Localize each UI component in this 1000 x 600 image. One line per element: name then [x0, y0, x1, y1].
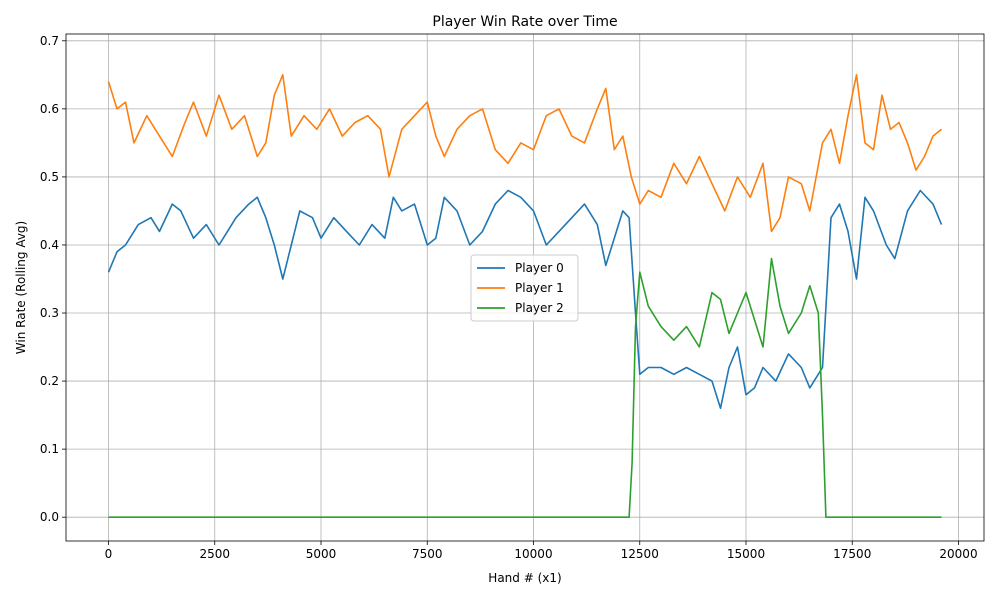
chart-title: Player Win Rate over Time — [432, 14, 617, 30]
series-line-player-1 — [107, 74, 942, 233]
series-line-player-0 — [107, 189, 943, 410]
x-tick-label: 17500 — [833, 547, 871, 561]
y-tick-label: 0.3 — [40, 306, 59, 320]
x-axis-label: Hand # (x1) — [488, 571, 561, 585]
x-tick-label: 15000 — [727, 547, 765, 561]
y-tick-label: 0.5 — [40, 170, 59, 184]
legend-label: Player 0 — [515, 261, 564, 275]
y-axis-ticks: 0.0 0.1 0.2 0.3 0.4 0.5 0.6 0.7 — [40, 34, 66, 524]
y-tick-label: 0.6 — [40, 102, 59, 116]
plot-frame — [65, 33, 985, 542]
series-line-player-2 — [108, 257, 942, 518]
x-tick-label: 0 — [105, 547, 113, 561]
legend-label: Player 2 — [515, 301, 564, 315]
x-axis-ticks: 0 2500 5000 7500 10000 12500 15000 17500 20000 — [105, 541, 978, 561]
legend-box — [470, 254, 579, 322]
x-tick-label: 2500 — [199, 547, 230, 561]
y-tick-label: 0.1 — [40, 442, 59, 456]
series-layer — [107, 74, 943, 518]
x-tick-label: 20000 — [939, 547, 977, 561]
y-tick-label: 0.7 — [40, 34, 59, 48]
x-tick-label: 12500 — [621, 547, 659, 561]
y-axis-label: Win Rate (Rolling Avg) — [14, 221, 28, 354]
legend-label: Player 1 — [515, 281, 564, 295]
y-tick-label: 0.2 — [40, 374, 59, 388]
x-tick-label: 5000 — [306, 547, 337, 561]
y-tick-label: 0.4 — [40, 238, 59, 252]
x-tick-label: 7500 — [412, 547, 443, 561]
y-tick-label: 0.0 — [40, 510, 59, 524]
x-tick-label: 10000 — [514, 547, 552, 561]
legend: Player 0 Player 1 Player 2 — [470, 254, 579, 322]
